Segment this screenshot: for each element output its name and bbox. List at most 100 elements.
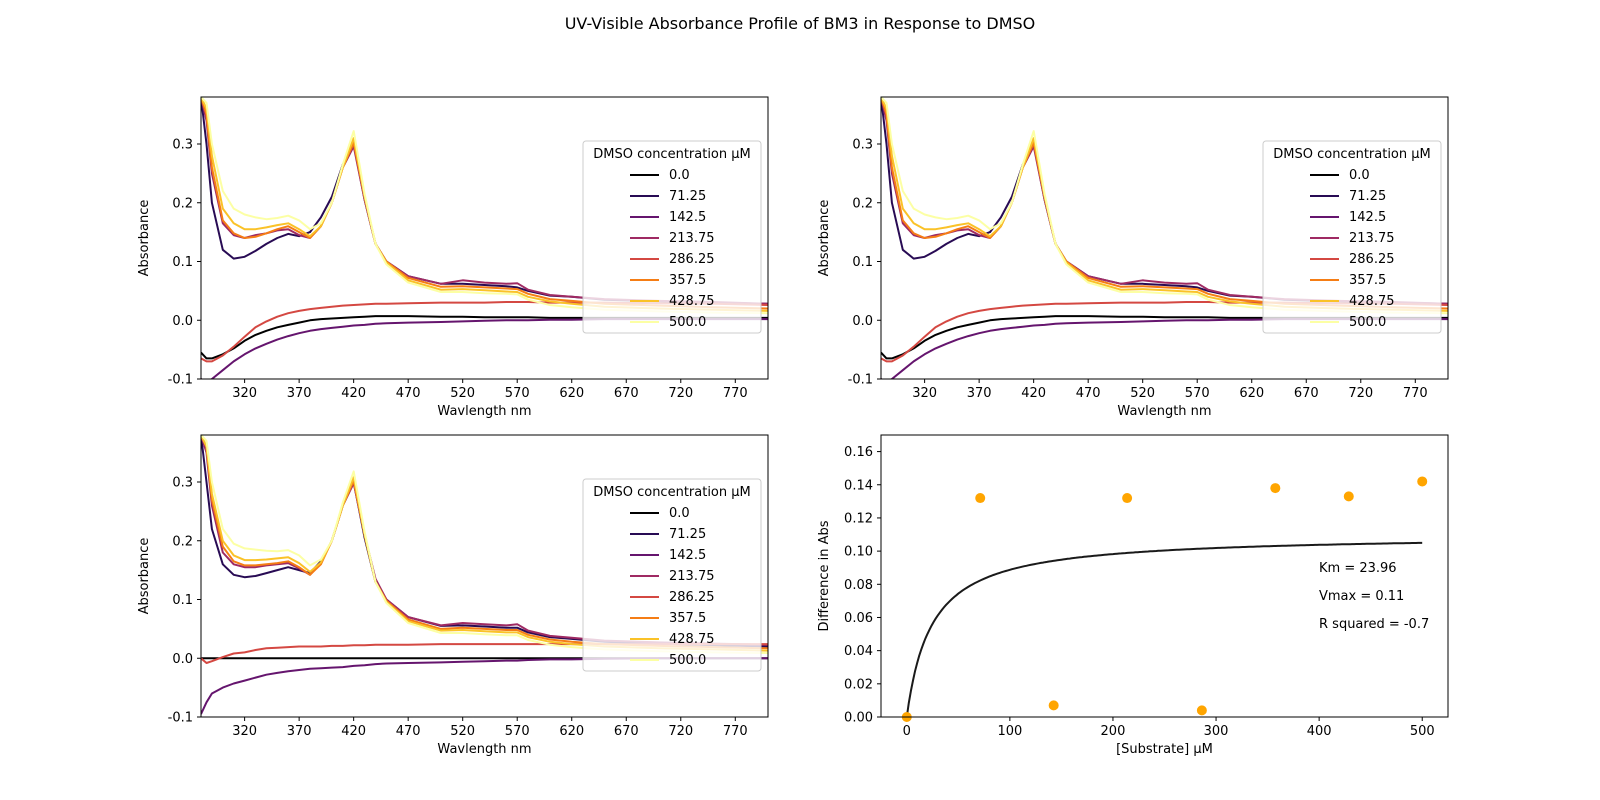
series-line-142.5 xyxy=(881,318,1448,379)
x-tick-label: 370 xyxy=(967,386,992,401)
data-point xyxy=(1122,493,1133,504)
axes-frame xyxy=(200,434,769,718)
x-tick-label: 570 xyxy=(505,724,530,739)
x-tick-label: 720 xyxy=(1348,386,1373,401)
legend-entry: 286.25 xyxy=(669,252,715,267)
x-tick-label: 620 xyxy=(559,724,584,739)
panels: 320 370 420 470 520 570 620 670 720 770 -0.1 0.0 0.1… xyxy=(137,96,1449,757)
legend-box xyxy=(582,478,762,672)
fit-annotation: R squared = -0.7 xyxy=(1319,617,1429,632)
legend-entry: 142.5 xyxy=(1349,210,1386,225)
legend-entry: 428.75 xyxy=(1349,294,1395,309)
x-tick-label: 670 xyxy=(614,386,639,401)
x-tick-label: 570 xyxy=(505,386,530,401)
x-tick-label: 320 xyxy=(912,386,937,401)
x-tick-label: 320 xyxy=(232,724,257,739)
y-tick-label: 0.1 xyxy=(852,255,873,270)
x-axis-label: Wavlength nm xyxy=(437,404,531,419)
legend-box xyxy=(1262,140,1442,334)
y-tick-label: 0.0 xyxy=(172,652,193,667)
panel-bottom-right: 0 100 200 300 400 500 0.00 0.02 0.04 0.06 0.08 0.10… xyxy=(817,434,1449,757)
y-tick-label: 0.3 xyxy=(172,138,193,153)
panel-top-left: 320 370 420 470 520 570 620 670 720 770 -0.1 0.0 0.1… xyxy=(137,96,769,419)
data-point xyxy=(1270,483,1281,494)
x-tick-label: 320 xyxy=(232,386,257,401)
x-tick-label: 420 xyxy=(341,724,366,739)
x-tick-label: 470 xyxy=(1076,386,1101,401)
x-tick-label: 420 xyxy=(341,386,366,401)
x-tick-label: 400 xyxy=(1307,724,1332,739)
legend-entry: 286.25 xyxy=(1349,252,1395,267)
fit-annotation: Km = 23.96 xyxy=(1319,561,1397,576)
series-line-0.0 xyxy=(881,315,1448,360)
y-tick-label: -0.1 xyxy=(848,373,873,388)
y-tick-label: 0.00 xyxy=(844,711,873,726)
series-line-500.0 xyxy=(881,97,1448,315)
legend-entry: 357.5 xyxy=(669,273,706,288)
legend-title: DMSO concentration µM xyxy=(593,485,751,500)
x-tick-label: 0 xyxy=(903,724,911,739)
legend-entry: 213.75 xyxy=(669,569,715,584)
y-tick-label: 0.16 xyxy=(844,445,873,460)
y-tick-label: 0.10 xyxy=(844,545,873,560)
legend: DMSO concentration µM 0.0 71.25 142.5 213.75… xyxy=(582,478,762,672)
axes-frame xyxy=(880,434,1449,718)
data-point xyxy=(1343,491,1354,502)
x-axis-label: [Substrate] µM xyxy=(1116,742,1213,757)
legend-entry: 0.0 xyxy=(669,506,690,521)
series-line-142.5 xyxy=(201,657,768,715)
x-axis-label: Wavlength nm xyxy=(1117,404,1211,419)
data-point xyxy=(1048,700,1059,711)
y-tick-label: 0.3 xyxy=(852,138,873,153)
legend-entry: 357.5 xyxy=(669,611,706,626)
series-line-500.0 xyxy=(201,435,768,654)
legend-entry: 428.75 xyxy=(669,294,715,309)
axes-frame xyxy=(880,96,1449,380)
fit-annotation: Vmax = 0.11 xyxy=(1319,589,1404,604)
legend-entry: 0.0 xyxy=(1349,168,1370,183)
legend-entry: 213.75 xyxy=(1349,231,1395,246)
y-axis-label: Difference in Abs xyxy=(817,520,832,631)
plot-area xyxy=(201,435,768,715)
x-tick-label: 470 xyxy=(396,386,421,401)
legend-entry: 71.25 xyxy=(669,527,706,542)
x-tick-label: 620 xyxy=(1239,386,1264,401)
fit-curve xyxy=(905,541,1423,717)
x-tick-label: 370 xyxy=(287,724,312,739)
legend-entry: 500.0 xyxy=(669,315,706,330)
y-tick-label: 0.3 xyxy=(172,476,193,491)
y-tick-label: 0.12 xyxy=(844,511,873,526)
legend-entry: 428.75 xyxy=(669,632,715,647)
y-axis-label: Absorbance xyxy=(137,200,152,277)
x-tick-label: 100 xyxy=(997,724,1022,739)
legend-title: DMSO concentration µM xyxy=(593,147,751,162)
x-axis-label: Wavlength nm xyxy=(437,742,531,757)
x-tick-label: 200 xyxy=(1101,724,1126,739)
x-tick-label: 520 xyxy=(450,724,475,739)
legend-entry: 500.0 xyxy=(669,653,706,668)
y-tick-label: 0.1 xyxy=(172,255,193,270)
plot-area xyxy=(201,97,768,379)
plot-area xyxy=(905,541,1423,717)
legend-entry: 71.25 xyxy=(669,189,706,204)
x-tick-label: 370 xyxy=(287,386,312,401)
x-tick-label: 770 xyxy=(723,386,748,401)
y-tick-label: -0.1 xyxy=(168,711,193,726)
figure-title: UV-Visible Absorbance Profile of BM3 in … xyxy=(565,14,1036,33)
x-tick-label: 420 xyxy=(1021,386,1046,401)
y-tick-label: 0.14 xyxy=(844,478,873,493)
y-axis-label: Absorbance xyxy=(137,538,152,615)
x-tick-label: 300 xyxy=(1204,724,1229,739)
legend-entry: 0.0 xyxy=(669,168,690,183)
data-point xyxy=(1196,705,1207,716)
series-line-0.0 xyxy=(201,315,768,360)
y-tick-label: 0.2 xyxy=(172,196,193,211)
y-tick-label: 0.2 xyxy=(852,196,873,211)
legend: DMSO concentration µM 0.0 71.25 142.5 213.75… xyxy=(1262,140,1442,334)
x-tick-label: 670 xyxy=(1294,386,1319,401)
plot-area xyxy=(881,97,1448,379)
series-line-500.0 xyxy=(201,97,768,315)
y-tick-label: 0.08 xyxy=(844,578,873,593)
panel-bottom-left: 320 370 420 470 520 570 620 670 720 770 -0.1 0.0 0.1… xyxy=(137,434,769,757)
